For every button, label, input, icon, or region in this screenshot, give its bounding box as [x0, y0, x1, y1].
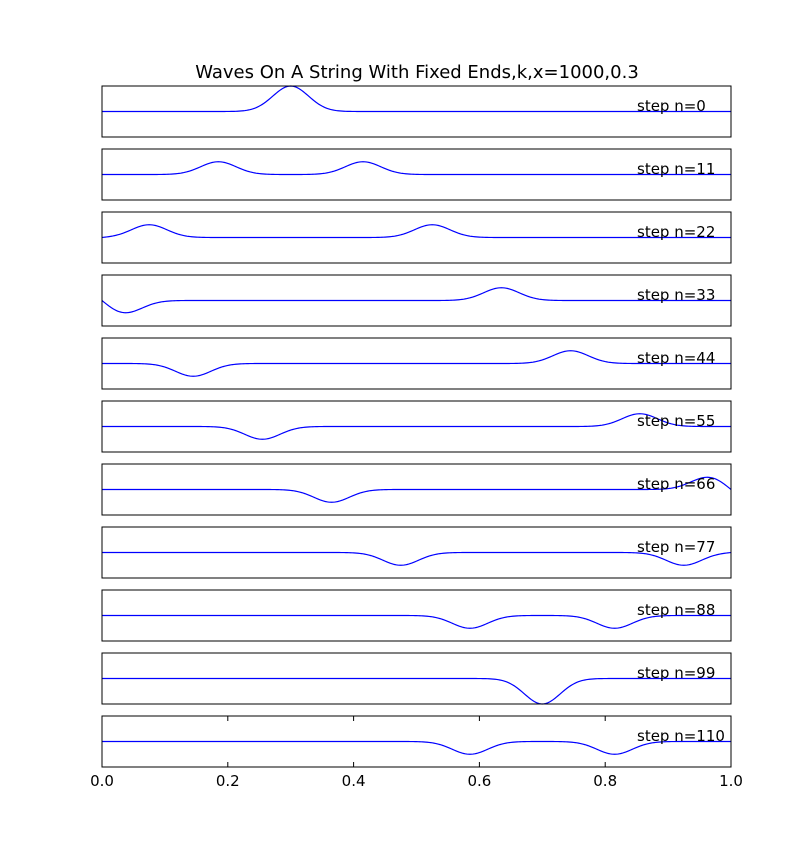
wave-line	[102, 350, 731, 377]
panel-frame	[101, 85, 732, 138]
panel: step n=33	[101, 274, 732, 327]
panel-frame	[101, 211, 732, 264]
x-tick-label: 0.4	[342, 772, 366, 790]
wave-line	[102, 677, 731, 705]
panel-frame	[101, 400, 732, 453]
x-tick-label: 1.0	[719, 772, 743, 790]
wave-line	[102, 740, 731, 755]
x-axis: 0.0 0.2 0.4 0.6 0.8 1.0	[90, 716, 743, 790]
panel-label: step n=110	[637, 727, 725, 745]
panel: step n=44	[101, 337, 732, 390]
panel-label: step n=66	[637, 475, 715, 493]
panel-frame	[101, 589, 732, 642]
panel-frame	[101, 274, 732, 327]
chart-title: Waves On A String With Fixed Ends,k,x=10…	[195, 62, 639, 83]
panel-label: step n=44	[637, 349, 715, 367]
panel-frame	[101, 715, 732, 768]
panel-frame	[101, 463, 732, 516]
panel-frame	[101, 652, 732, 705]
panel-frame	[101, 337, 732, 390]
wave-line	[102, 476, 732, 503]
panel: step n=0	[101, 85, 732, 138]
panel-frame	[101, 526, 732, 579]
wave-line	[102, 85, 731, 113]
panel: step n=99	[101, 652, 732, 705]
panel: step n=55	[101, 400, 732, 453]
panel-label: step n=55	[637, 412, 715, 430]
x-tick-label: 0.8	[593, 772, 617, 790]
panel: step n=11	[101, 148, 732, 201]
wave-line	[102, 551, 732, 566]
panel: step n=110	[101, 715, 732, 768]
panel: step n=66	[101, 463, 732, 516]
x-tick-label: 0.6	[467, 772, 491, 790]
wave-line	[101, 287, 731, 314]
panel-label: step n=88	[637, 601, 715, 619]
wave-line	[102, 614, 731, 629]
wave-line	[101, 224, 731, 239]
wave-line	[102, 161, 731, 176]
panel: step n=77	[101, 526, 732, 579]
panel-label: step n=99	[637, 664, 715, 682]
panel: step n=88	[101, 589, 732, 642]
x-tick-label: 0.2	[216, 772, 240, 790]
panel-label: step n=0	[637, 97, 706, 115]
x-tick-label: 0.0	[90, 772, 114, 790]
panel-label: step n=33	[637, 286, 715, 304]
panel-frame	[101, 148, 732, 201]
panel: step n=22	[101, 211, 732, 264]
panel-label: step n=22	[637, 223, 715, 241]
panel-label: step n=11	[637, 160, 715, 178]
panels-group: step n=0 step n=11 step n=22 step n=33 step …	[101, 85, 732, 768]
wave-line	[102, 413, 731, 440]
panel-label: step n=77	[637, 538, 715, 556]
